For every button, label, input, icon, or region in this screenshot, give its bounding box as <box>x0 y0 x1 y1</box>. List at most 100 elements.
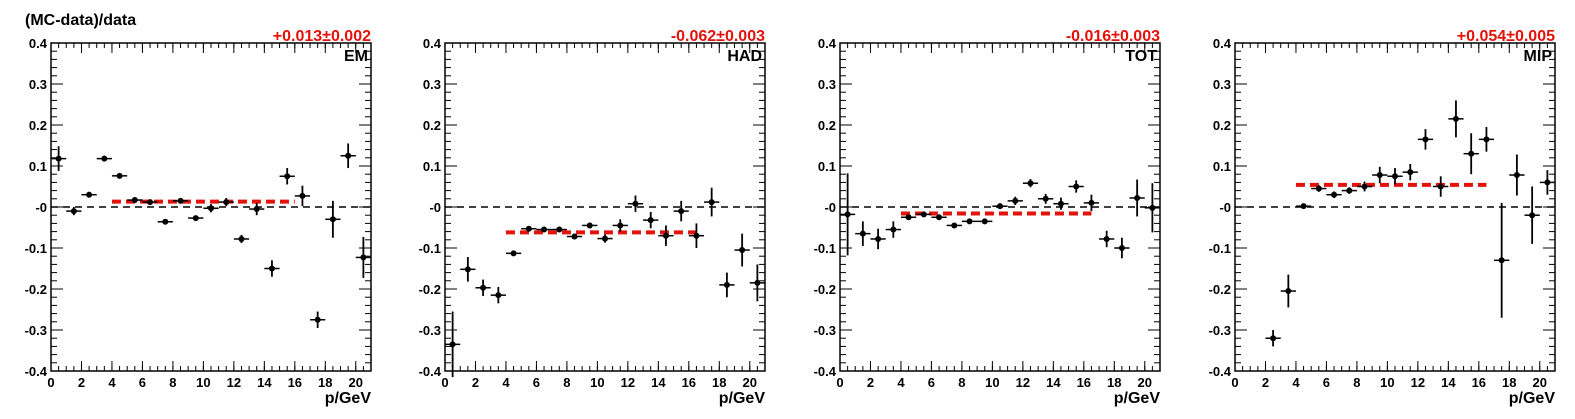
panel-label: EM <box>344 48 368 65</box>
data-point <box>96 155 112 162</box>
y-tick-label: -0.1 <box>419 241 441 256</box>
data-point <box>310 311 326 328</box>
point-marker <box>162 218 169 225</box>
x-tick-label: 0 <box>836 375 843 390</box>
point-marker <box>360 254 367 261</box>
x-tick-label: 10 <box>1380 375 1394 390</box>
fit-value-label: -0.062±0.003 <box>671 28 765 45</box>
data-point <box>961 218 978 225</box>
x-tick-label: 4 <box>1292 375 1300 390</box>
data-point <box>688 223 705 248</box>
point-marker <box>1285 288 1292 295</box>
point-marker <box>131 197 138 204</box>
y-tick-label: -0.3 <box>1209 323 1231 338</box>
y-tick-label: 0.1 <box>818 159 836 174</box>
x-tick-label: 0 <box>47 375 54 390</box>
point-marker <box>617 222 624 229</box>
point-marker <box>1103 235 1110 242</box>
point-marker <box>116 172 123 179</box>
y-tick-label: 0.4 <box>423 36 442 51</box>
data-point <box>597 234 613 243</box>
y-tick-label: -0.1 <box>25 241 47 256</box>
data-point <box>1402 163 1418 181</box>
data-point <box>1341 187 1357 194</box>
x-axis-label: p/GeV <box>719 390 766 407</box>
data-point <box>719 272 735 298</box>
data-point <box>1099 230 1115 248</box>
data-point <box>172 197 189 204</box>
point-marker <box>284 173 291 180</box>
data-point <box>704 187 720 217</box>
x-tick-label: 16 <box>682 375 696 390</box>
data-point <box>249 202 265 216</box>
data-point <box>1448 100 1464 138</box>
point-marker <box>208 205 214 212</box>
data-point <box>1494 202 1510 318</box>
point-marker <box>1134 194 1141 201</box>
data-point <box>1022 179 1039 188</box>
x-tick-label: 8 <box>169 375 176 390</box>
point-marker <box>70 208 77 215</box>
y-tick-label: -0.1 <box>814 241 836 256</box>
y-tick-label: -0.4 <box>1209 364 1232 379</box>
point-marker <box>875 235 882 242</box>
point-marker <box>525 225 532 232</box>
panel-mip: -0.4 -0.3 -0.2 -0.1 -0 0.1 0.2 0.3 0.4 0 2 4 6 8 10 12 1… <box>1209 28 1556 407</box>
data-point <box>475 279 491 296</box>
point-marker <box>299 192 306 199</box>
x-tick-label: 12 <box>621 375 635 390</box>
data-point <box>127 197 143 204</box>
point-marker <box>495 292 502 299</box>
panel-em: -0.4 -0.3 -0.2 -0.1 -0 0.1 0.2 0.3 0.4 0 2 4 6 8 10 12 1… <box>25 28 372 407</box>
x-tick-label: 2 <box>1262 375 1269 390</box>
data-point <box>1433 176 1449 197</box>
data-point <box>111 172 128 179</box>
x-axis-label: p/GeV <box>1114 390 1161 407</box>
data-point <box>521 225 537 232</box>
data-point <box>734 233 750 267</box>
data-point <box>1539 170 1555 195</box>
data-point <box>1295 203 1312 210</box>
fit-value-label: +0.054±0.005 <box>1457 28 1555 45</box>
data-point <box>916 211 932 218</box>
point-marker <box>1088 199 1095 206</box>
panel-had: -0.4 -0.3 -0.2 -0.1 -0 0.1 0.2 0.3 0.4 0 2 4 6 8 10 12 1… <box>419 28 766 407</box>
data-point <box>1326 191 1342 198</box>
data-point <box>490 286 506 304</box>
x-tick-label: 10 <box>590 375 604 390</box>
point-marker <box>1331 191 1338 198</box>
point-marker <box>1483 136 1490 143</box>
data-point <box>1083 194 1100 212</box>
data-point <box>977 218 993 225</box>
point-marker <box>1027 180 1034 187</box>
data-point <box>1524 186 1540 244</box>
point-marker <box>708 199 715 206</box>
data-point <box>612 219 628 232</box>
panel-label: TOT <box>1125 48 1157 65</box>
point-marker <box>147 199 154 206</box>
y-tick-label: 0.2 <box>29 118 47 133</box>
x-tick-label: 14 <box>651 375 666 390</box>
point-marker <box>268 265 275 272</box>
data-point <box>900 214 917 221</box>
point-marker <box>223 199 230 206</box>
data-point <box>203 204 219 213</box>
data-point <box>1463 133 1479 175</box>
point-marker <box>632 200 639 207</box>
point-marker <box>238 235 245 242</box>
point-marker <box>253 206 260 213</box>
x-tick-label: 10 <box>985 375 999 390</box>
point-marker <box>101 155 108 162</box>
point-marker <box>345 152 352 159</box>
x-tick-label: 18 <box>1502 375 1516 390</box>
y-tick-label: -0 <box>429 200 441 215</box>
point-marker <box>739 247 746 254</box>
point-marker <box>1346 187 1353 194</box>
data-point <box>643 211 659 229</box>
point-marker <box>859 230 866 237</box>
y-tick-label: -0.4 <box>25 364 48 379</box>
point-marker <box>754 279 761 286</box>
x-tick-label: 2 <box>472 375 479 390</box>
x-tick-label: 16 <box>1472 375 1486 390</box>
point-marker <box>571 233 578 240</box>
